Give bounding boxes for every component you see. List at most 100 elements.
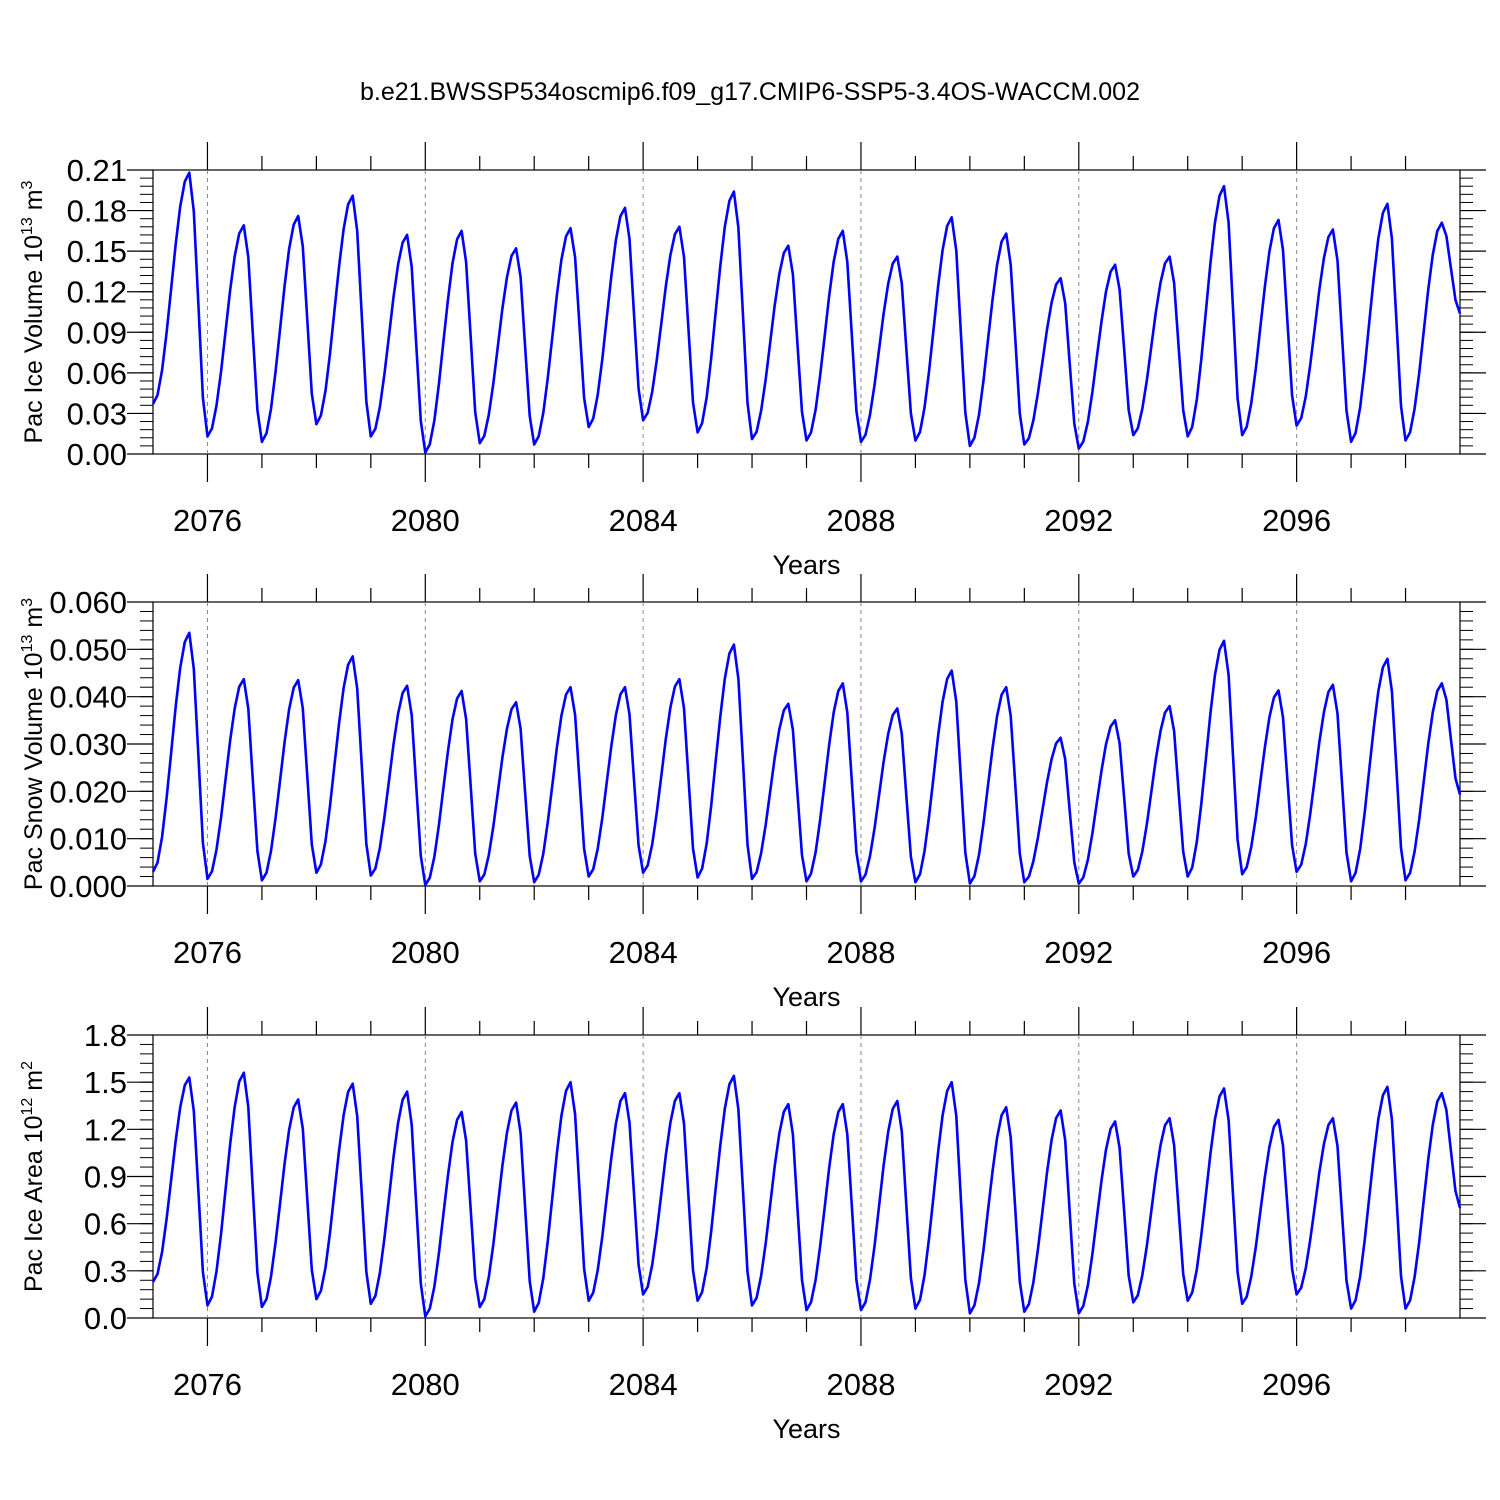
y-axis-label-exponent: 13 — [19, 635, 36, 653]
series-peak-point — [352, 195, 354, 197]
series-peak-point — [243, 224, 245, 226]
series-peak-point — [733, 191, 735, 193]
x-axis-label: Years — [772, 982, 840, 1012]
series-peak-point — [1441, 682, 1443, 684]
series-peak-point — [1277, 219, 1279, 221]
y-tick-label: 0.21 — [67, 153, 127, 188]
series-peak-point — [842, 230, 844, 232]
series-peak-point — [896, 1100, 898, 1102]
series-peak-point — [188, 172, 190, 174]
series-peak-point — [188, 1076, 190, 1078]
x-tick-label: 2088 — [826, 935, 895, 970]
series-peak-point — [1169, 256, 1171, 258]
y-tick-label: 0.12 — [67, 275, 127, 310]
y-tick-label: 1.2 — [84, 1112, 127, 1147]
series-peak-point — [1223, 185, 1225, 187]
series-peak-point — [896, 708, 898, 710]
series-peak-point — [787, 1103, 789, 1105]
series-peak-point — [243, 678, 245, 680]
series-peak-point — [624, 1092, 626, 1094]
series-peak-point — [1332, 1117, 1334, 1119]
y-axis-label-text: m — [20, 1070, 48, 1098]
y-tick-label: 0.06 — [67, 356, 127, 391]
series-peak-point — [515, 1102, 517, 1104]
series-peak-point — [951, 670, 953, 672]
y-tick-label: 0.050 — [49, 632, 127, 667]
series-peak-point — [461, 690, 463, 692]
x-tick-label: 2088 — [826, 1367, 895, 1402]
x-tick-label: 2096 — [1262, 935, 1331, 970]
y-tick-label: 0.18 — [67, 194, 127, 229]
series-line — [151, 171, 1462, 454]
series-peak-point — [188, 632, 190, 634]
x-axis-label: Years — [772, 1414, 840, 1444]
x-tick-label: 2080 — [391, 935, 460, 970]
series-peak-point — [951, 1081, 953, 1083]
y-tick-label: 0.020 — [49, 774, 127, 809]
series-peak-point — [1441, 222, 1443, 224]
y-tick-label: 0.9 — [84, 1160, 127, 1195]
series-peak-point — [678, 678, 680, 680]
y-tick-label: 0.09 — [67, 315, 127, 350]
series-peak-point — [733, 1075, 735, 1077]
series-peak-point — [1005, 1106, 1007, 1108]
chart-title: b.e21.BWSSP534oscmip6.f09_g17.CMIP6-SSP5… — [360, 78, 1140, 106]
series-peak-point — [1332, 229, 1334, 231]
x-tick-label: 2088 — [826, 503, 895, 538]
y-axis-label: Pac Ice Area 1012 m2 — [19, 1061, 48, 1292]
x-tick-label: 2080 — [391, 1367, 460, 1402]
x-tick-label: 2076 — [173, 1367, 242, 1402]
series-peak-point — [1060, 277, 1062, 279]
series-peak-point — [624, 207, 626, 209]
series-peak-point — [951, 216, 953, 218]
plot-frame — [152, 169, 1461, 455]
series-peak-point — [297, 679, 299, 681]
y-tick-label: 0.030 — [49, 727, 127, 762]
series-peak-point — [1169, 705, 1171, 707]
series-peak-point — [1114, 1120, 1116, 1122]
y-axis-label: Pac Snow Volume 1013 m3 — [19, 598, 48, 890]
series-peak-point — [733, 644, 735, 646]
x-tick-label: 2096 — [1262, 503, 1331, 538]
series-peak-point — [1223, 1087, 1225, 1089]
series-peak-point — [406, 685, 408, 687]
y-axis-label-text: m — [20, 189, 48, 217]
y-axis-label: Pac Ice Volume 1013 m3 — [19, 180, 48, 443]
series-peak-point — [678, 226, 680, 228]
series-peak-point — [1386, 1086, 1388, 1088]
y-axis-label-text: Pac Ice Area 10 — [20, 1115, 48, 1292]
series-peak-point — [896, 256, 898, 258]
series-peak-point — [515, 247, 517, 249]
y-tick-label: 0.060 — [49, 585, 127, 620]
y-tick-label: 0.15 — [67, 234, 127, 269]
series-peak-point — [787, 703, 789, 705]
x-tick-label: 2084 — [609, 503, 678, 538]
y-tick-label: 0.0 — [84, 1301, 127, 1336]
series-peak-point — [842, 1103, 844, 1105]
y-axis-label-text: m — [20, 607, 48, 635]
series-peak-point — [1332, 684, 1334, 686]
y-axis-label-text: Pac Ice Volume 10 — [20, 235, 48, 443]
y-axis-label-exponent: 3 — [19, 180, 36, 189]
series-peak-point — [297, 1098, 299, 1100]
x-tick-label: 2080 — [391, 503, 460, 538]
series-line — [151, 631, 1462, 887]
y-tick-label: 0.040 — [49, 680, 127, 715]
x-tick-label: 2092 — [1044, 1367, 1113, 1402]
series-peak-point — [352, 1083, 354, 1085]
x-tick-label: 2076 — [173, 503, 242, 538]
series-peak-point — [624, 686, 626, 688]
x-tick-label: 2096 — [1262, 1367, 1331, 1402]
series-peak-point — [243, 1072, 245, 1074]
x-tick-label: 2084 — [609, 935, 678, 970]
series-peak-point — [461, 1111, 463, 1113]
series-peak-point — [515, 701, 517, 703]
x-tick-label: 2084 — [609, 1367, 678, 1402]
series-peak-point — [406, 234, 408, 236]
y-axis-label-exponent: 2 — [19, 1061, 36, 1070]
y-tick-label: 0.03 — [67, 396, 127, 431]
plot-frame — [152, 601, 1461, 887]
series-peak-point — [570, 1081, 572, 1083]
y-tick-label: 0.010 — [49, 822, 127, 857]
